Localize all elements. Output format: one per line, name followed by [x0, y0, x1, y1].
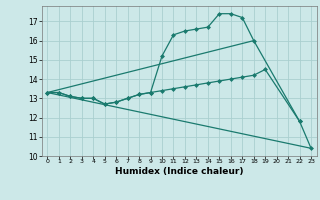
X-axis label: Humidex (Indice chaleur): Humidex (Indice chaleur) [115, 167, 244, 176]
